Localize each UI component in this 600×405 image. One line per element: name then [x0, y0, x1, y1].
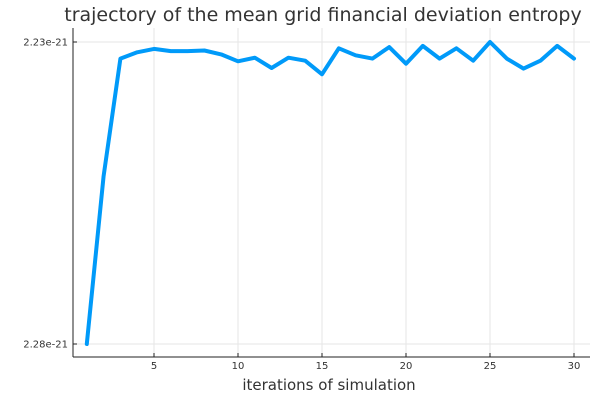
x-tick-label: 20 [400, 361, 413, 372]
x-tick-label: 15 [316, 361, 329, 372]
x-tick-labels: 5 10 15 20 25 30 [151, 361, 581, 372]
chart-title: trajectory of the mean grid financial de… [64, 4, 581, 26]
y-tick-label: 2.23e-21 [23, 38, 68, 49]
x-tick-label: 30 [568, 361, 581, 372]
x-tick-label: 25 [484, 361, 497, 372]
series [84, 40, 576, 346]
x-tick-label: 5 [151, 361, 157, 372]
y-tick-label: 2.28e-21 [23, 340, 68, 351]
series-line [84, 40, 576, 346]
y-tick-labels: 2.23e-21 2.28e-21 [23, 38, 68, 351]
grid-lines [73, 28, 590, 357]
x-tick-label: 10 [232, 361, 245, 372]
x-axis-label: iterations of simulation [242, 376, 415, 394]
